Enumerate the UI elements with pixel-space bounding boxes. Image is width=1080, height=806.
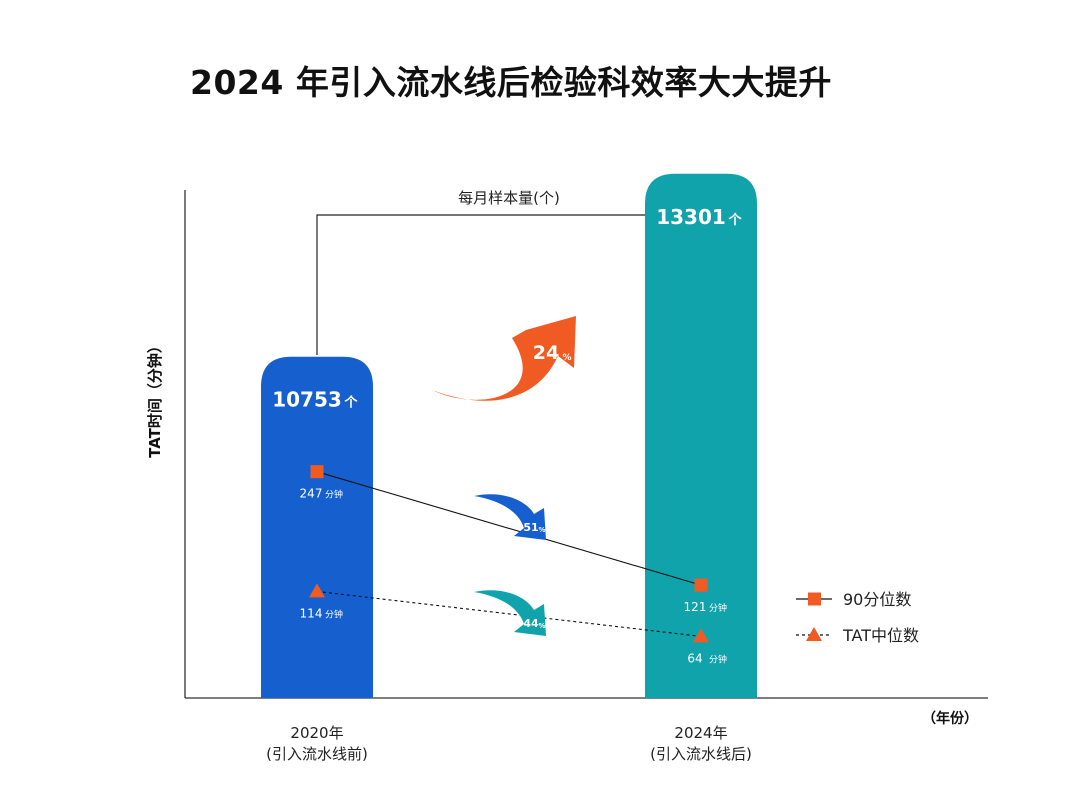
legend-marker: [808, 592, 821, 606]
x-tick-label: 2024年: [674, 724, 727, 742]
bar-value-label: 10753: [272, 388, 342, 412]
y-axis-label: TAT时间（分钟）: [146, 338, 164, 458]
point-value-label: 114: [300, 606, 323, 620]
bar-series-name: 每月样本量(个): [458, 189, 560, 207]
decrease-arrow-p90: [474, 494, 546, 540]
x-tick-label: 2020年: [290, 724, 343, 742]
bar: [261, 356, 373, 698]
bar-series-bracket: [316, 214, 702, 355]
point-marker: [693, 628, 709, 643]
decrease-arrow-p90-percent-label: 51: [523, 521, 538, 534]
bar-value-unit: 个: [727, 212, 742, 228]
increase-arrow: [432, 316, 576, 401]
decrease-arrow-p90-percent-unit: %: [538, 526, 545, 534]
legend-label: TAT中位数: [842, 626, 919, 645]
increase-percent-label: 24: [533, 342, 559, 364]
bar: [645, 173, 757, 698]
series-line: [316, 590, 702, 637]
point-marker: [694, 578, 708, 592]
legend-marker: [806, 627, 822, 641]
point-marker: [309, 583, 325, 598]
x-axis-label: （年份）: [922, 710, 978, 727]
point-value-label: 247: [300, 487, 323, 501]
series-line: [316, 471, 702, 586]
bar-value-unit: 个: [343, 395, 358, 411]
point-marker: [310, 465, 324, 479]
bar-value-label: 13301: [656, 205, 726, 229]
point-value-label: 64: [687, 651, 702, 665]
increase-percent-unit: %: [562, 353, 571, 363]
point-value-label: 121: [684, 600, 707, 614]
x-tick-label: (引入流水线后): [650, 745, 752, 763]
point-value-unit: 分钟: [325, 608, 343, 620]
decrease-arrow-median: [474, 590, 546, 636]
decrease-arrow-median-percent-unit: %: [538, 622, 545, 630]
legend-label: 90分位数: [843, 590, 911, 609]
chart-title: 2024 年引入流水线后检验科效率大大提升: [190, 63, 832, 102]
point-value-unit: 分钟: [709, 602, 727, 614]
point-value-unit: 分钟: [709, 653, 727, 665]
x-tick-label: (引入流水线前): [266, 745, 368, 763]
decrease-arrow-median-percent-label: 44: [523, 617, 539, 630]
point-value-unit: 分钟: [325, 489, 343, 501]
